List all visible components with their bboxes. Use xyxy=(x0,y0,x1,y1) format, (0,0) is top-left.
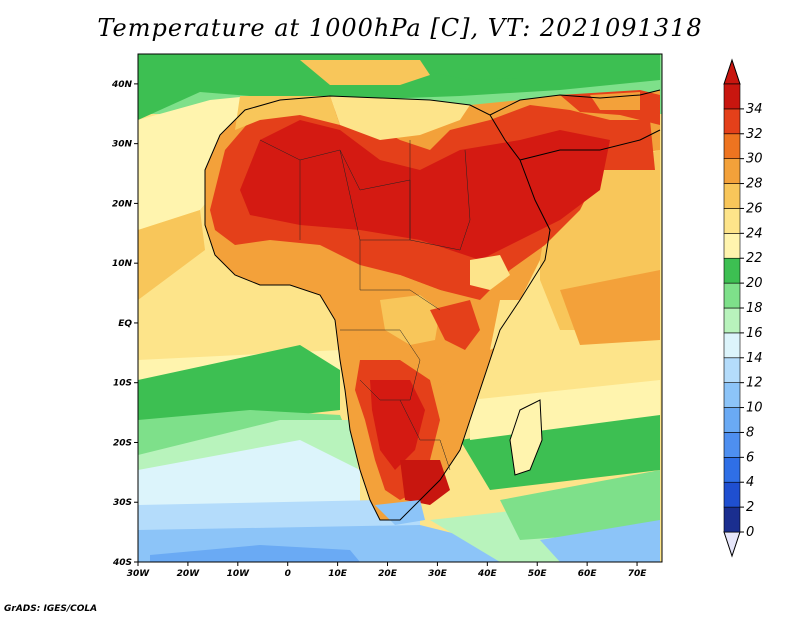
colorbar-segment xyxy=(723,133,741,159)
colorbar-segment xyxy=(723,382,741,408)
colorbar-segment xyxy=(723,257,741,284)
lat-tick-label: 20S xyxy=(113,438,132,448)
colorbar-segment xyxy=(723,457,741,483)
lon-tick-label: 0 xyxy=(285,569,291,579)
colorbar-segment xyxy=(723,83,741,110)
longitude-axis: 30W 20W 10W 0 10E 20E 30E 40E 50E 60E 70E xyxy=(127,562,647,579)
lon-tick-label: 10E xyxy=(328,569,348,579)
lat-tick-label: EQ xyxy=(118,319,132,329)
lat-tick-label: 10S xyxy=(113,379,132,389)
lon-tick-label: 10W xyxy=(227,569,251,579)
colorbar-segment xyxy=(723,282,741,309)
colorbar-label: 16 xyxy=(746,326,763,341)
colorbar-label: 2 xyxy=(746,500,754,515)
lon-tick-label: 40E xyxy=(477,569,498,579)
colorbar-top-arrow xyxy=(723,58,741,85)
colorbar-segment xyxy=(723,307,741,334)
colorbar-segment xyxy=(723,407,741,433)
map-title: Temperature at 1000hPa [C], VT: 20210913… xyxy=(97,14,703,42)
colorbar-label: 20 xyxy=(746,276,763,291)
lat-tick-label: 40N xyxy=(111,80,133,90)
colorbar-label: 0 xyxy=(746,525,754,540)
lon-tick-label: 20E xyxy=(378,569,398,579)
colorbar-bottom-arrow xyxy=(723,531,741,558)
colorbar-label: 28 xyxy=(746,177,763,192)
lon-tick-label: 70E xyxy=(628,569,648,579)
lat-tick-label: 10N xyxy=(112,259,133,269)
lon-tick-label: 20W xyxy=(177,569,201,579)
lon-tick-label: 30E xyxy=(428,569,448,579)
colorbar-segment xyxy=(723,332,741,359)
colorbar-label: 12 xyxy=(746,376,763,391)
colorbar-label: 30 xyxy=(746,152,763,167)
colorbar-segment xyxy=(723,481,741,508)
colorbar-segment xyxy=(723,233,741,259)
colorbar-label: 10 xyxy=(746,401,763,416)
colorbar-segment xyxy=(723,357,741,383)
colorbar-segment xyxy=(723,108,741,135)
colorbar-segment xyxy=(723,183,741,209)
lat-tick-label: 30N xyxy=(112,140,133,150)
colorbar-label: 22 xyxy=(746,251,763,266)
colorbar-segment xyxy=(723,158,741,184)
colorbar-label: 18 xyxy=(746,301,763,316)
coastlines xyxy=(204,89,661,521)
map-field xyxy=(138,54,662,562)
colorbar-label: 4 xyxy=(746,475,754,490)
colorbar-label: 14 xyxy=(746,351,763,366)
country-borders xyxy=(259,139,471,471)
latitude-axis: 40N 30N 20N 10N EQ 10S 20S 30S 40S xyxy=(111,80,138,568)
colorbar-label: 6 xyxy=(746,450,754,465)
lat-tick-label: 40S xyxy=(112,558,132,568)
map-frame xyxy=(137,53,663,563)
lat-tick-label: 20N xyxy=(112,199,133,209)
lon-tick-label: 60E xyxy=(578,569,598,579)
colorbar-label: 26 xyxy=(746,201,763,216)
colorbar-label: 8 xyxy=(746,425,754,440)
lon-tick-label: 50E xyxy=(528,569,548,579)
colorbar-label: 32 xyxy=(746,127,763,142)
lon-tick-label: 30W xyxy=(127,569,151,579)
colorbar-label: 34 xyxy=(746,102,763,117)
grads-credit: GrADS: IGES/COLA xyxy=(4,604,98,614)
colorbar-label: 24 xyxy=(746,226,763,241)
colorbar-segment xyxy=(723,432,741,458)
lat-tick-label: 30S xyxy=(113,498,132,508)
colorbar-segment xyxy=(723,208,741,234)
colorbar-segment xyxy=(723,506,741,533)
